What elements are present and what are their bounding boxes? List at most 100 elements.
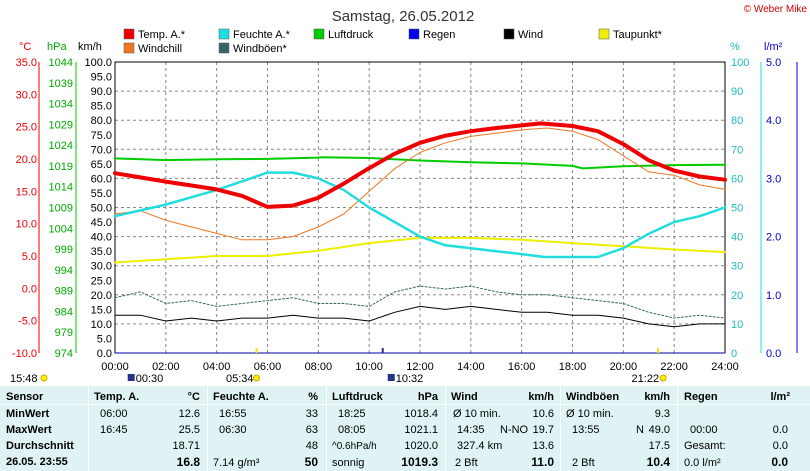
pressure-min-time: 18:25 xyxy=(338,408,366,420)
legend-swatch xyxy=(123,42,135,54)
tick-label-hpa: 989 xyxy=(55,286,73,298)
max-label: MaxWert xyxy=(6,424,52,436)
tick-label-c: 0.0 xyxy=(22,283,37,295)
pressure-max-value: 1021.1 xyxy=(404,424,438,436)
series-group xyxy=(113,121,727,354)
axis-unit-label: % xyxy=(730,41,740,53)
tick-label-c: 20.0 xyxy=(16,154,37,166)
wind-avg-label: Ø 10 min. xyxy=(453,408,501,420)
tick-label-time: 16:00 xyxy=(508,361,536,373)
axes: °C hPa km/h% l/m² 35.0 30.0 25.0 20.0 15.0 10.0 5.… xyxy=(12,41,798,373)
humidity-min-value: 33 xyxy=(305,408,318,420)
left-time: 15:48 xyxy=(10,373,38,385)
tick-label-lm2: 2.0 xyxy=(766,232,781,244)
rain-unit: l/m² xyxy=(770,391,790,403)
moonrise-icon xyxy=(387,374,395,381)
stats-table: Sensor MinWert MaxWert Durchschnitt 26.0… xyxy=(0,386,810,471)
tick-label-kmh: 45.0 xyxy=(91,217,112,229)
legend-label: Wind xyxy=(518,29,543,41)
tick-label-lm2: 0.0 xyxy=(766,348,781,360)
tick-label-lm2: 4.0 xyxy=(766,115,781,127)
tick-label-kmh: 25.0 xyxy=(91,275,112,287)
tick-label-time: 20:00 xyxy=(610,361,638,373)
tick-label-kmh: 80.0 xyxy=(91,115,112,127)
humidity-header: Feuchte A. xyxy=(213,391,269,403)
tick-label-pct: 80 xyxy=(731,115,743,127)
gust-max-value: 49.0 xyxy=(648,424,670,436)
humidity-max-value: 63 xyxy=(305,424,318,436)
tick-label-pct: 50 xyxy=(731,203,743,215)
tick-label-c: -10.0 xyxy=(12,348,37,360)
series-line xyxy=(114,127,726,241)
rain-max-value: 0.0 xyxy=(772,424,788,436)
abs-humidity: 7.14 g/m³ xyxy=(213,457,260,469)
axis-unit-label: l/m² xyxy=(764,41,783,53)
legend-swatch xyxy=(313,28,325,40)
series-line xyxy=(114,285,726,319)
tick-label-kmh: 95.0 xyxy=(91,72,112,84)
humidity-avg-value: 48 xyxy=(305,440,318,452)
rain-total-label: Gesamt: xyxy=(684,440,726,452)
axis-unit-label: km/h xyxy=(78,41,102,53)
legend-swatch xyxy=(408,28,420,40)
legend-label: Luftdruck xyxy=(328,29,374,41)
humidity-unit: % xyxy=(308,391,318,403)
tick-label-hpa: 974 xyxy=(55,348,73,360)
series-line xyxy=(113,171,727,259)
temp-header: Temp. A. xyxy=(94,391,140,403)
sunset-time: 21:22 xyxy=(632,373,660,385)
sunrise-icon xyxy=(252,374,260,382)
tick-label-pct: 100 xyxy=(731,57,749,69)
tick-label-kmh: 50.0 xyxy=(91,203,112,215)
tick-label-pct: 0 xyxy=(731,348,737,360)
gust-mean-value: 17.5 xyxy=(648,440,670,452)
tick-label-lm2: 3.0 xyxy=(766,173,781,185)
legend-swatch xyxy=(218,28,230,40)
tick-label-time: 02:00 xyxy=(152,361,180,373)
pressure-header: Luftdruck xyxy=(332,391,383,403)
tick-label-kmh: 0.0 xyxy=(97,348,112,360)
tick-label-kmh: 20.0 xyxy=(91,290,112,302)
forecast-text: sonnig xyxy=(332,457,365,469)
humidity-max-time: 06:30 xyxy=(219,424,247,436)
tick-label-time: 10:00 xyxy=(355,361,383,373)
tick-label-kmh: 75.0 xyxy=(91,130,112,142)
rain-header: Regen xyxy=(684,391,718,403)
tick-label-kmh: 60.0 xyxy=(91,173,112,185)
tick-label-time: 12:00 xyxy=(406,361,434,373)
tick-label-kmh: 65.0 xyxy=(91,159,112,171)
tick-label-time: 00:00 xyxy=(101,361,129,373)
tick-label-c: 10.0 xyxy=(16,219,37,231)
tick-label-kmh: 55.0 xyxy=(91,188,112,200)
tick-label-lm2: 1.0 xyxy=(766,290,781,302)
tick-label-c: 15.0 xyxy=(16,186,37,198)
series-line xyxy=(113,121,727,209)
tick-label-hpa: 1009 xyxy=(49,203,73,215)
tick-label-time: 04:00 xyxy=(203,361,231,373)
legend-swatch xyxy=(598,28,610,40)
legend-swatch xyxy=(123,28,135,40)
tick-label-kmh: 35.0 xyxy=(91,246,112,258)
legend: Temp. A.* Feuchte A.* Luftdruck Regen Wind Ta… xyxy=(123,28,663,55)
tick-label-hpa: 984 xyxy=(55,306,73,318)
sunset-icon xyxy=(659,374,667,382)
axis-unit-label: hPa xyxy=(47,41,67,53)
tick-label-lm2: 5.0 xyxy=(766,57,781,69)
legend-swatch xyxy=(218,42,230,54)
credit-text: © Weber Mike xyxy=(744,4,808,15)
tick-label-hpa: 999 xyxy=(55,244,73,256)
legend-label: Windböen* xyxy=(233,43,288,55)
tick-label-kmh: 40.0 xyxy=(91,232,112,244)
tick-label-hpa: 1039 xyxy=(49,78,73,90)
chart-title: Samstag, 26.05.2012 xyxy=(332,8,475,25)
avg-label: Durchschnitt xyxy=(6,440,74,452)
tick-label-time: 18:00 xyxy=(559,361,587,373)
tick-label-hpa: 994 xyxy=(55,265,73,277)
humidity-min-time: 16:55 xyxy=(219,408,247,420)
tick-label-kmh: 10.0 xyxy=(91,319,112,331)
tick-label-pct: 30 xyxy=(731,261,743,273)
tick-label-hpa: 1044 xyxy=(49,57,73,69)
sun-moon-marks: 05:34 21:22 00:30 10:32 15:48 xyxy=(10,348,667,385)
wind-max-dir: N-NO xyxy=(500,424,529,436)
tick-label-time: 08:00 xyxy=(305,361,333,373)
